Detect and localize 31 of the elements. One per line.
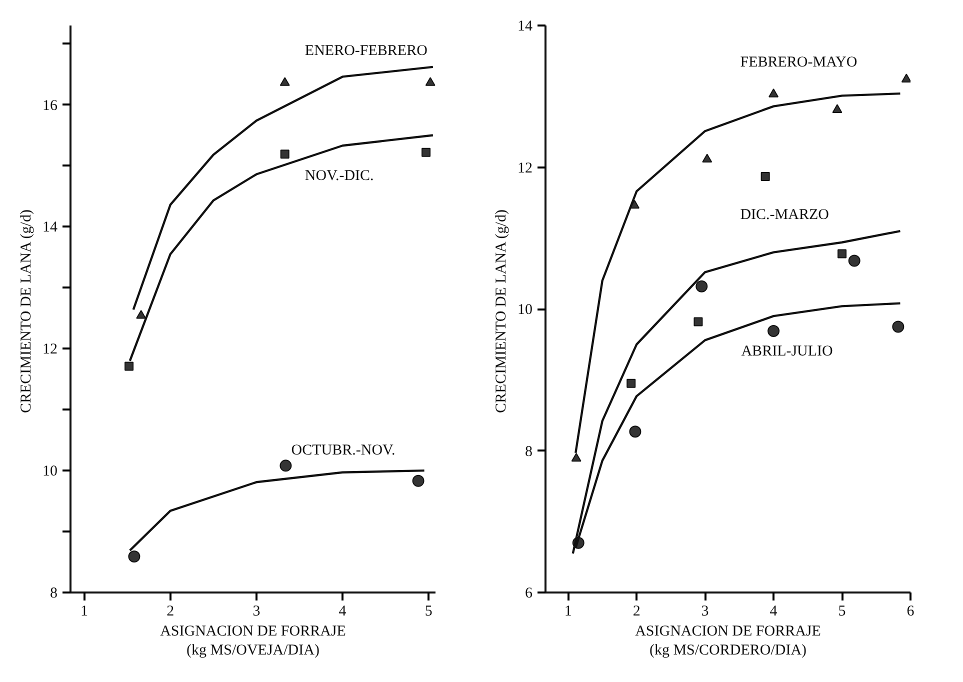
- x-tick-label: 1: [80, 604, 88, 620]
- y-tick-label: 10: [42, 464, 58, 480]
- y-tick-label: 8: [50, 586, 58, 602]
- x-tick-label: 2: [632, 604, 640, 620]
- y-tick-label: 10: [518, 302, 532, 318]
- x-tick-label: 3: [252, 604, 260, 620]
- series-label: FEBRERO-MAYO: [740, 54, 858, 71]
- y-tick-label: 6: [525, 586, 533, 602]
- x-tick-label: 4: [338, 604, 347, 620]
- x-tick-label: 4: [770, 604, 778, 620]
- x-tick-label: 3: [701, 604, 709, 620]
- x-axis-title: ASIGNACION DE FORRAJE (kg MS/CORDERO/DIA): [635, 624, 821, 659]
- x-tick-label: 2: [166, 604, 174, 620]
- y-tick-label: 16: [42, 98, 58, 114]
- y-tick-label: 12: [42, 342, 58, 358]
- x-tick-label: 5: [838, 604, 846, 620]
- series-label: OCTUBR.-NOV.: [291, 442, 396, 459]
- y-axis-title: CRECIMIENTO DE LANA (g/d): [18, 210, 34, 414]
- series-label: NOV.-DIC.: [304, 168, 374, 184]
- series-label: ENERO-FEBRERO: [304, 42, 428, 59]
- series-label: DIC.-MARZO: [740, 207, 830, 224]
- x-tick-label: 5: [424, 604, 432, 620]
- x-tick-label: 1: [564, 604, 572, 620]
- x-axis-title: ASIGNACION DE FORRAJE (kg MS/OVEJA/DIA): [160, 624, 346, 659]
- y-tick-label: 14: [518, 18, 533, 34]
- y-tick-label: 8: [525, 444, 532, 460]
- series-label: ABRIL-JULIO: [741, 343, 834, 360]
- y-axis-title: CRECIMIENTO DE LANA (g/d): [494, 210, 510, 414]
- y-tick-label: 14: [42, 220, 58, 236]
- y-tick-label: 12: [518, 160, 532, 176]
- x-tick-label: 6: [906, 604, 915, 620]
